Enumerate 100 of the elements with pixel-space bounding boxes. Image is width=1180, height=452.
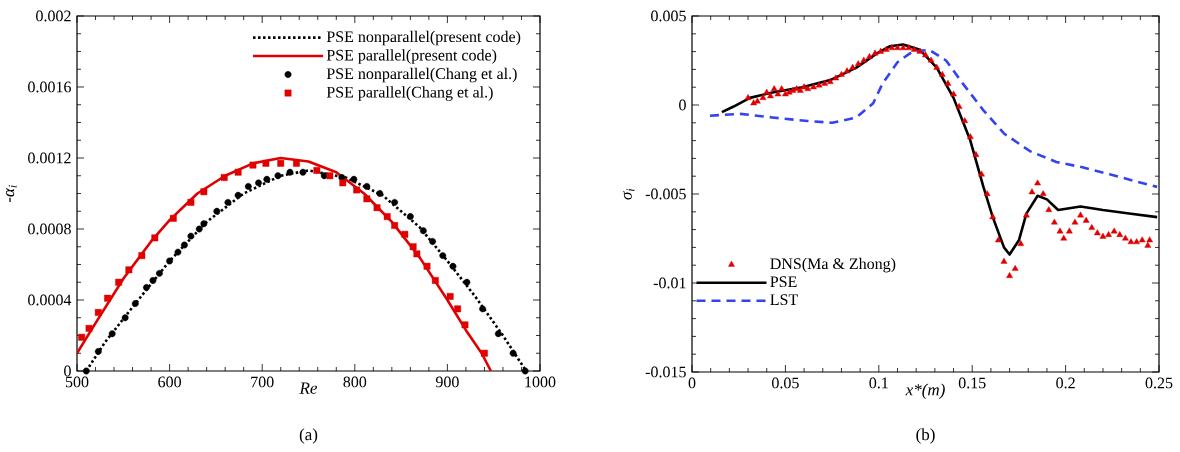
point: [313, 167, 321, 174]
point: [339, 179, 347, 187]
point: [213, 207, 221, 215]
legend-label: DNS(Ma & Zhong): [770, 257, 896, 273]
y-tick-label: 0.0008: [28, 223, 71, 235]
point: [401, 230, 409, 238]
point: [439, 252, 447, 260]
point: [429, 238, 436, 245]
point: [383, 213, 391, 220]
point: [156, 269, 163, 277]
point: [463, 278, 471, 286]
point: [143, 284, 150, 291]
y-tick-label: -0.015: [645, 366, 686, 378]
y-tick-label: 0.0004: [28, 294, 72, 306]
legend-label: PSE parallel(Chang et al.): [326, 86, 493, 101]
point: [391, 198, 399, 206]
point: [299, 168, 307, 176]
point: [195, 225, 203, 233]
legend-label: PSE parallel(present code): [326, 49, 497, 64]
point: [166, 257, 173, 265]
point: [481, 349, 488, 357]
point: [174, 248, 182, 256]
point: [108, 330, 116, 338]
y-tick-label: 0.002: [36, 10, 71, 22]
y-tick-label: 0.005: [651, 10, 686, 22]
point: [234, 191, 242, 199]
legend-label: PSE nonparallel(present code): [326, 30, 521, 46]
point: [413, 250, 421, 258]
point: [521, 367, 529, 375]
point: [449, 262, 457, 270]
point: [200, 220, 208, 228]
y-tick-label: 0: [679, 99, 686, 111]
point: [125, 266, 133, 274]
point: [187, 198, 195, 206]
y-tick-label: 0.0016: [28, 81, 71, 93]
y-tick-label: -0.005: [645, 188, 686, 200]
point: [409, 243, 417, 251]
point: [293, 159, 300, 167]
point: [446, 293, 454, 300]
y-tick-label: 0: [64, 365, 71, 377]
point: [200, 188, 208, 196]
point: [262, 159, 270, 167]
point: [149, 277, 157, 284]
x-tick-label: 800: [343, 376, 367, 388]
point: [104, 294, 111, 302]
legend-label: PSE: [770, 276, 797, 288]
y-axis-title: -α$_{i}$: [6, 185, 17, 203]
point: [454, 305, 461, 313]
point: [181, 241, 188, 249]
x-tick-label: 900: [435, 376, 459, 388]
x-tick-label: 0.1: [869, 377, 888, 389]
point: [94, 309, 102, 316]
x-tick-label: 0.25: [1145, 377, 1173, 389]
point: [376, 190, 384, 197]
point: [353, 186, 361, 194]
text: (a): [299, 428, 318, 444]
point: [363, 195, 371, 203]
point: [220, 174, 228, 181]
text: (b): [916, 428, 935, 444]
point: [363, 183, 371, 190]
point: [115, 278, 123, 286]
x-tick-label: 700: [251, 376, 274, 388]
point: [234, 168, 242, 176]
point: [78, 333, 86, 341]
point: [494, 330, 502, 338]
point: [509, 349, 517, 357]
point: [286, 168, 294, 176]
point: [277, 159, 285, 167]
point: [121, 314, 129, 322]
point: [461, 321, 469, 329]
x-axis-title: x*(m): [905, 383, 945, 399]
point: [224, 198, 232, 206]
point: [326, 172, 334, 180]
point: [85, 325, 93, 332]
point: [431, 277, 439, 284]
x-tick-label: 500: [65, 376, 89, 388]
point: [423, 262, 431, 270]
x-tick-label: 600: [158, 376, 181, 388]
point: [274, 172, 282, 180]
point: [249, 161, 257, 169]
point: [138, 252, 146, 260]
point: [406, 213, 414, 220]
point: [373, 204, 381, 212]
y-tick-label: 0.0012: [28, 152, 71, 164]
x-tick-label: 0.05: [772, 377, 799, 389]
legend-label: PSE nonparallel(Chang et al.): [326, 67, 517, 83]
point: [94, 348, 102, 355]
x-tick-label: 0.2: [1056, 377, 1075, 389]
legend-label: LST: [770, 294, 798, 306]
point: [244, 183, 252, 190]
point: [419, 227, 427, 235]
point: [187, 232, 195, 240]
point: [391, 222, 399, 229]
x-axis-title: Re: [299, 382, 318, 394]
point: [151, 234, 159, 242]
point: [350, 175, 358, 183]
point: [169, 214, 177, 222]
y-tick-label: -0.01: [653, 277, 686, 289]
point: [255, 179, 262, 187]
x-tick-label: 0.15: [958, 377, 986, 389]
